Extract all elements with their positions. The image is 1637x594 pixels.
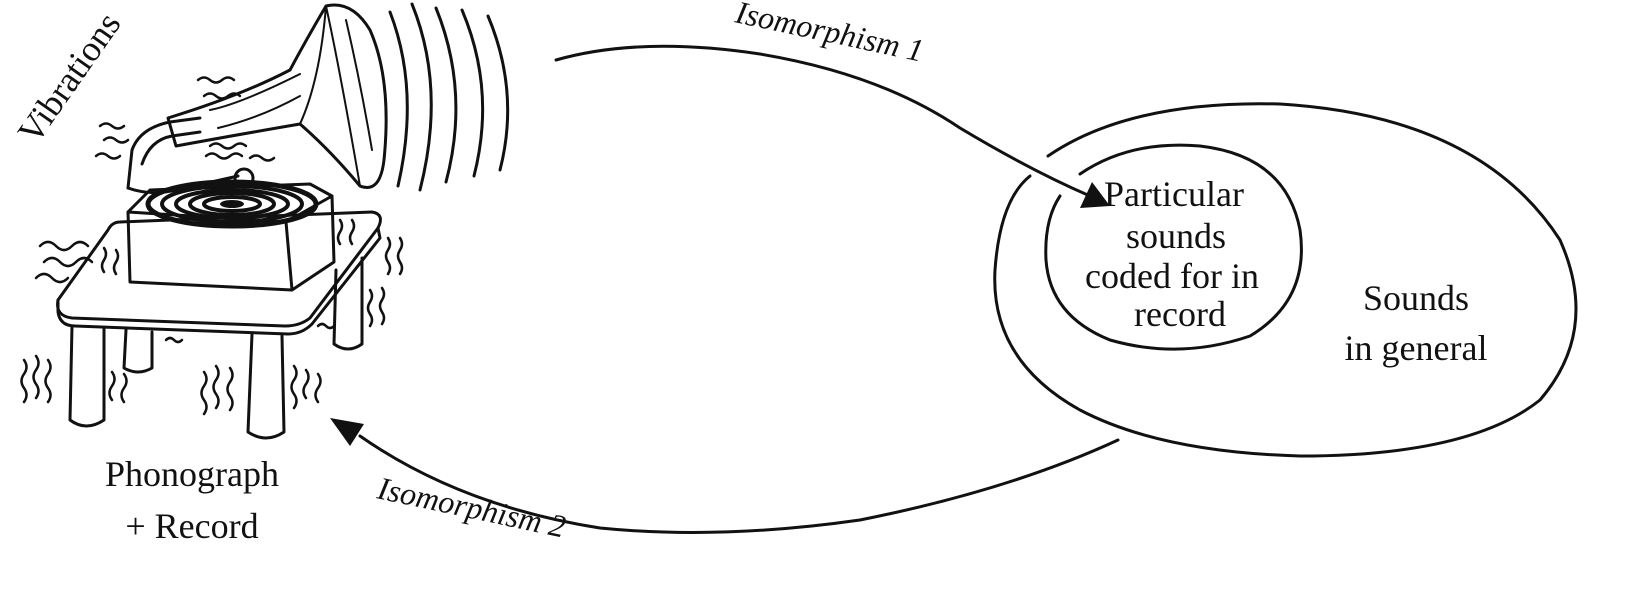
needle-head <box>233 167 255 189</box>
table-leg-front-left <box>68 324 106 428</box>
table-leg-front-right <box>246 332 286 440</box>
phonograph-label: Phonograph <box>105 454 279 494</box>
record-label: + Record <box>125 506 258 546</box>
inner-set-label-4: record <box>1134 294 1226 334</box>
outer-set-label-1: Sounds <box>1363 278 1469 318</box>
horn-ridges <box>209 5 373 187</box>
phonograph-illustration <box>20 2 510 440</box>
table-edge <box>56 226 382 336</box>
table-leg-back-right <box>332 256 364 351</box>
particular-sounds-set <box>1044 143 1303 351</box>
isomorphism-1-arrow <box>554 44 1110 208</box>
inner-set-label-2: sounds <box>1126 216 1226 256</box>
isomorphism-1-label: Isomorphism 1 <box>732 0 927 69</box>
table-leg-back-left <box>122 328 154 374</box>
sound-waves-icon <box>388 2 510 192</box>
sounds-in-general-set <box>993 102 1578 458</box>
vibrations-label: Vibrations <box>10 5 129 151</box>
outer-set-label-2: in general <box>1345 328 1488 368</box>
isomorphism-2-label: Isomorphism 2 <box>374 469 569 544</box>
table-top <box>56 210 382 328</box>
inner-set-label-3: coded for in <box>1085 256 1259 296</box>
cabinet <box>126 182 336 292</box>
horn <box>166 3 388 189</box>
record-disc <box>145 179 319 229</box>
inner-set-label-1: Particular <box>1104 174 1244 214</box>
isomorphism-2-arrow <box>330 418 1120 534</box>
vibration-squiggles-icon <box>20 76 404 416</box>
